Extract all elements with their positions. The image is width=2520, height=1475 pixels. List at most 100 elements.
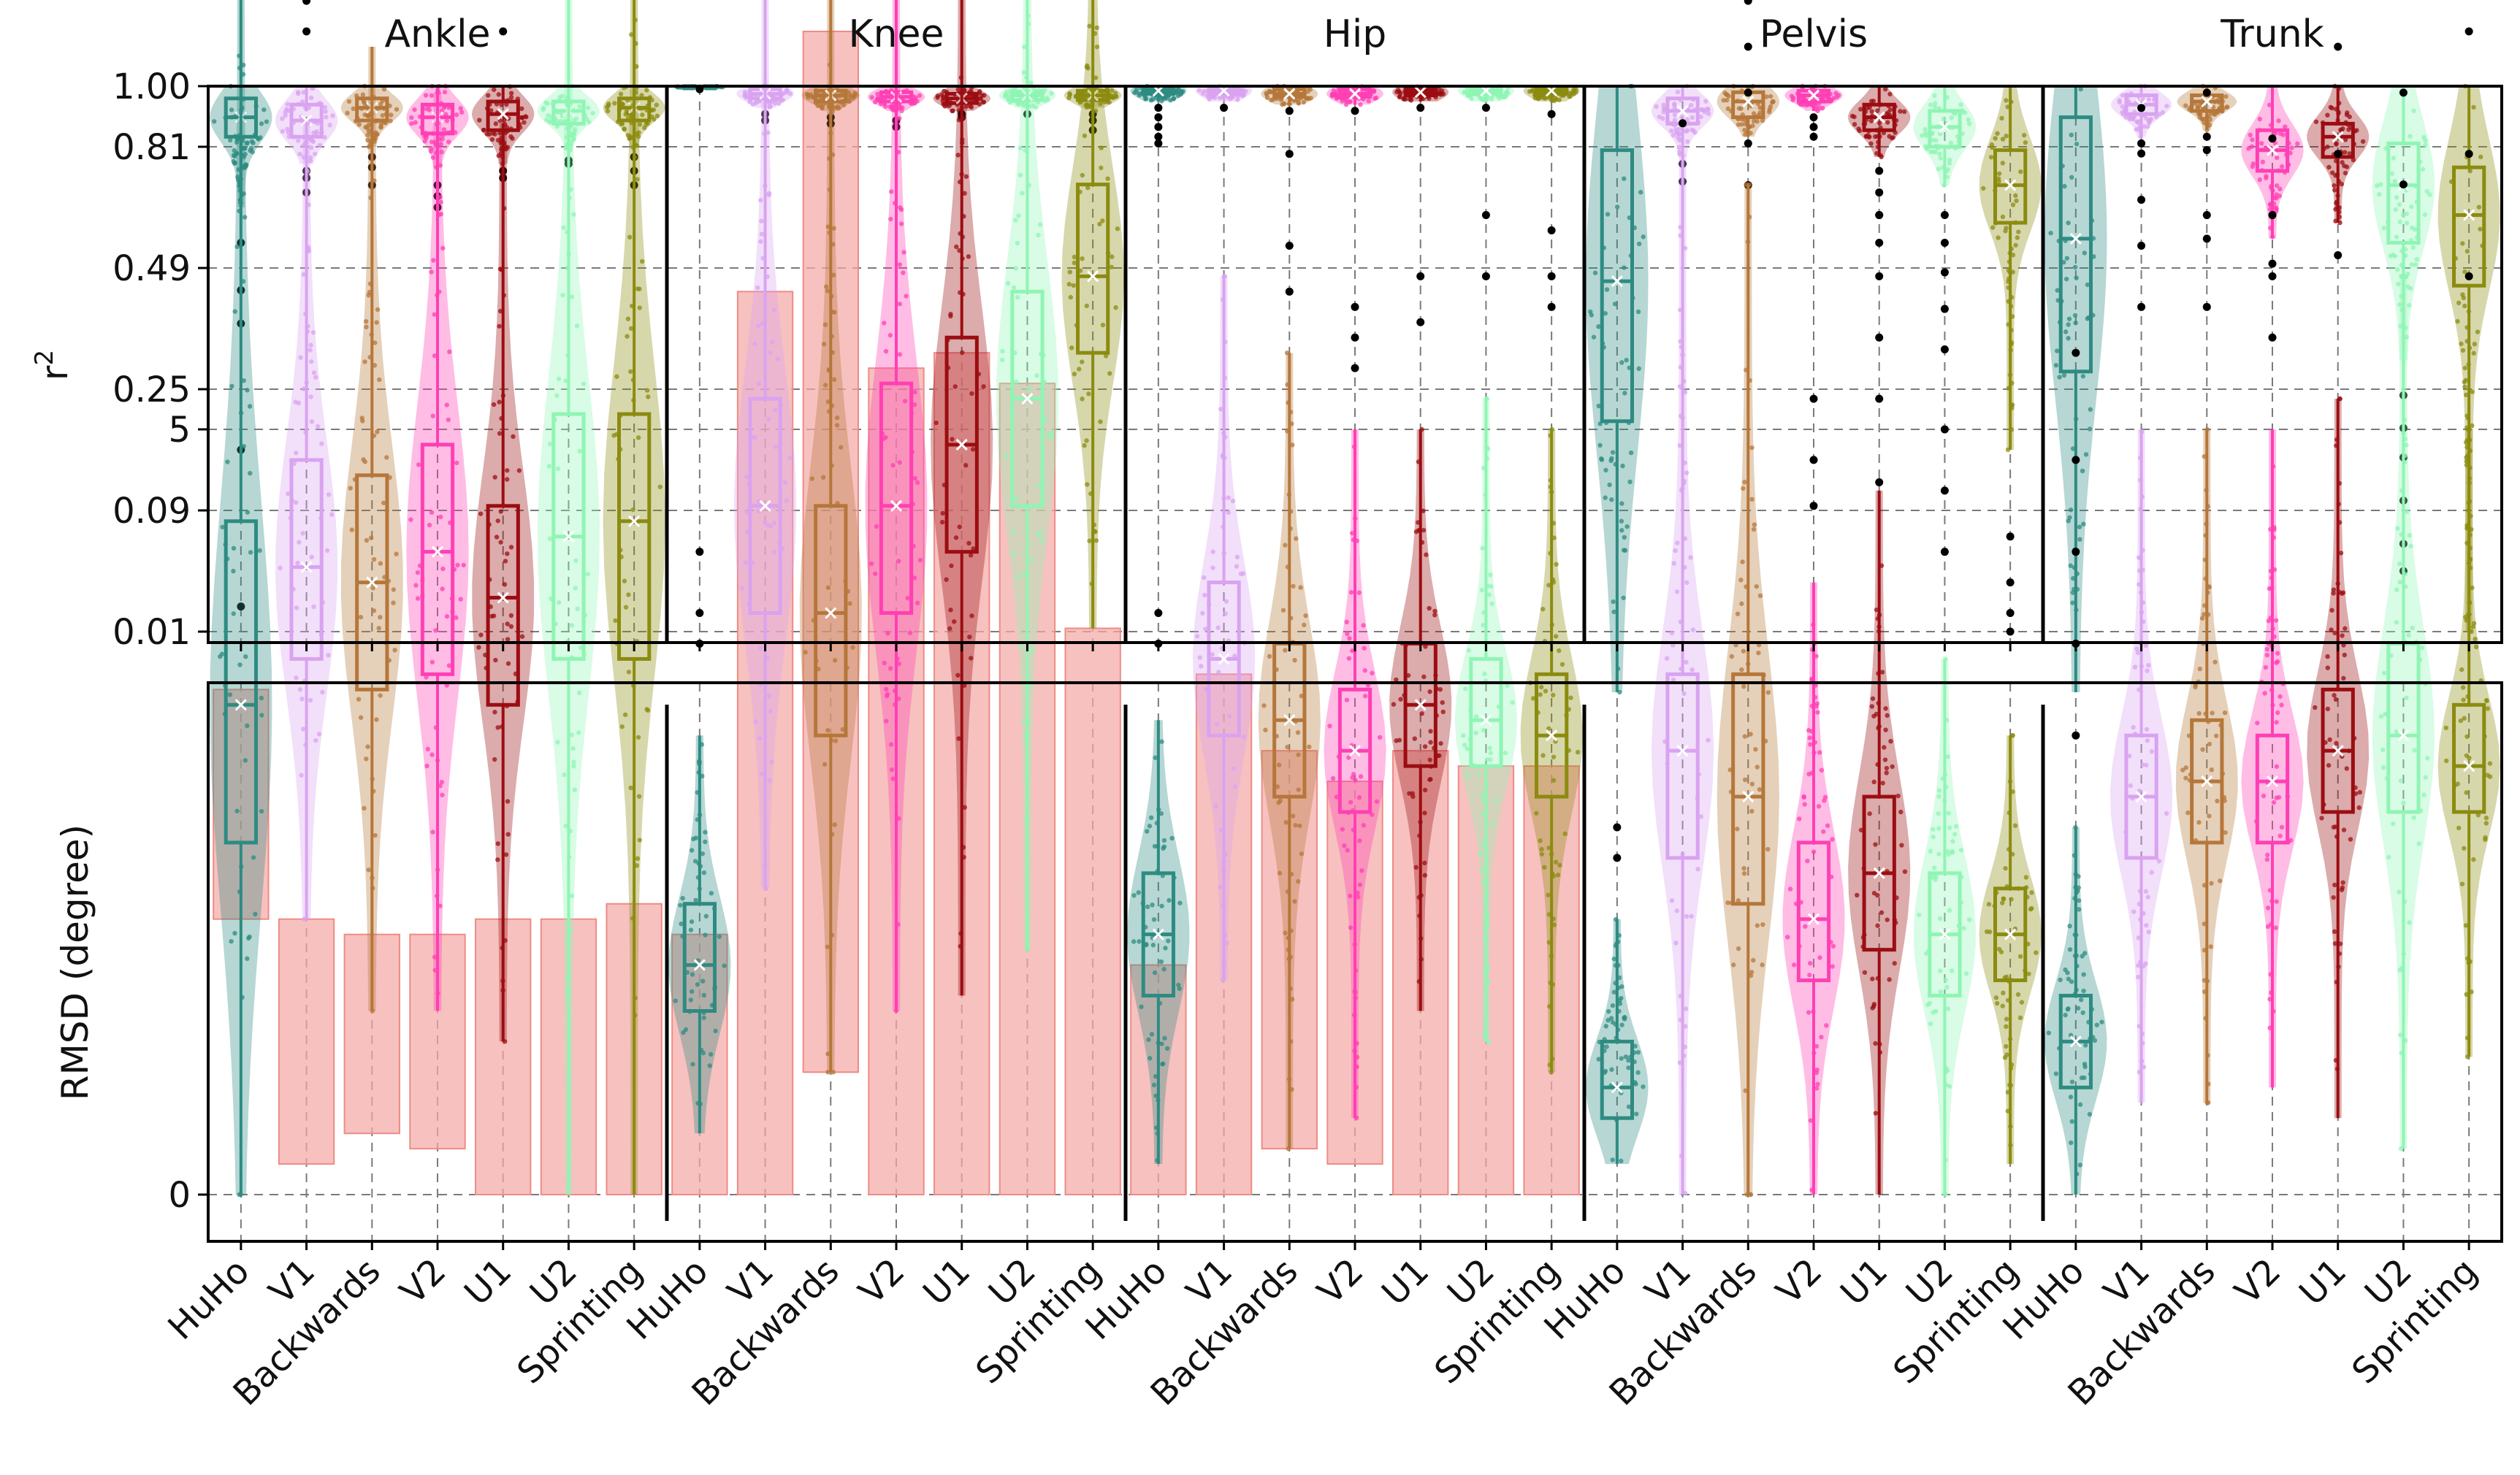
data-point bbox=[635, 735, 641, 740]
data-point bbox=[1573, 87, 1578, 92]
iqr-box bbox=[420, 442, 455, 676]
data-point bbox=[1769, 100, 1775, 105]
data-point bbox=[1937, 151, 1942, 156]
data-point bbox=[364, 756, 369, 762]
data-point bbox=[505, 799, 511, 804]
data-point bbox=[1622, 548, 1628, 553]
data-point bbox=[1873, 1041, 1878, 1046]
data-point bbox=[555, 466, 561, 472]
data-point bbox=[1356, 894, 1361, 900]
data-point bbox=[2329, 608, 2334, 613]
outlier-point bbox=[695, 548, 704, 556]
data-point bbox=[1463, 686, 1468, 691]
data-point bbox=[2483, 837, 2488, 843]
data-point bbox=[1895, 793, 1901, 799]
data-point bbox=[882, 321, 887, 326]
data-point bbox=[2476, 204, 2482, 210]
data-point bbox=[1671, 133, 1676, 138]
data-point bbox=[1938, 156, 1944, 161]
data-point bbox=[574, 323, 580, 329]
data-point bbox=[831, 272, 836, 277]
data-point bbox=[1674, 589, 1680, 594]
data-point bbox=[1947, 157, 1952, 163]
data-point bbox=[752, 341, 757, 347]
data-point bbox=[228, 137, 233, 143]
data-point bbox=[897, 352, 902, 357]
data-point bbox=[1673, 127, 1679, 132]
data-point bbox=[1936, 166, 1941, 172]
data-point bbox=[1855, 892, 1860, 898]
outlier-point bbox=[1285, 150, 1294, 158]
data-point bbox=[1427, 777, 1432, 782]
data-point bbox=[695, 982, 700, 987]
data-point bbox=[1936, 788, 1942, 793]
outlier-point bbox=[695, 609, 704, 618]
data-point bbox=[1197, 655, 1202, 660]
data-point bbox=[2386, 854, 2391, 860]
data-point bbox=[1928, 102, 1933, 107]
outlier-point bbox=[2334, 42, 2343, 51]
data-point bbox=[2003, 229, 2008, 234]
data-point bbox=[1936, 811, 1941, 816]
data-point bbox=[2136, 963, 2141, 968]
data-point bbox=[912, 402, 917, 407]
data-point bbox=[1739, 667, 1744, 673]
data-point bbox=[308, 342, 313, 348]
data-point bbox=[2082, 951, 2088, 956]
data-point bbox=[1359, 868, 1364, 873]
data-point bbox=[454, 460, 459, 466]
data-point bbox=[1740, 559, 1745, 564]
data-point bbox=[1552, 96, 1558, 101]
data-point bbox=[1609, 456, 1614, 461]
outlier-point bbox=[2268, 333, 2277, 342]
data-point bbox=[1883, 706, 1888, 711]
data-point bbox=[825, 585, 831, 591]
data-point bbox=[1757, 105, 1763, 110]
data-point bbox=[701, 1015, 706, 1021]
outlier-point bbox=[499, 27, 508, 36]
data-point bbox=[1148, 1056, 1153, 1061]
data-point bbox=[1806, 1010, 1811, 1015]
data-point bbox=[628, 326, 634, 332]
data-point bbox=[2023, 140, 2028, 145]
data-point bbox=[569, 623, 574, 628]
data-point bbox=[1681, 691, 1687, 697]
data-point bbox=[2394, 729, 2399, 735]
data-point bbox=[2087, 426, 2093, 432]
data-point bbox=[377, 377, 382, 383]
data-point bbox=[1833, 91, 1839, 96]
data-point bbox=[772, 549, 777, 555]
outlier-point bbox=[2464, 27, 2473, 36]
data-point bbox=[1278, 798, 1283, 803]
data-point bbox=[1963, 971, 1969, 976]
data-point bbox=[847, 601, 852, 606]
data-point bbox=[1870, 696, 1876, 701]
outlier-point bbox=[1744, 88, 1752, 97]
data-point bbox=[1947, 161, 1952, 166]
outlier-point bbox=[2464, 272, 2473, 280]
data-point bbox=[1571, 91, 1576, 96]
data-point bbox=[1996, 171, 2002, 176]
data-point bbox=[2343, 170, 2348, 176]
data-point bbox=[1604, 1044, 1609, 1049]
data-point bbox=[1436, 86, 1442, 91]
data-point bbox=[2389, 171, 2395, 176]
data-point bbox=[280, 129, 286, 134]
data-point bbox=[2000, 214, 2006, 220]
data-point bbox=[2455, 318, 2460, 324]
data-point bbox=[502, 118, 507, 123]
data-point bbox=[554, 393, 560, 398]
data-point bbox=[1015, 294, 1020, 300]
data-point bbox=[247, 404, 253, 409]
data-point bbox=[2419, 645, 2425, 651]
data-point bbox=[1624, 524, 1630, 529]
data-point bbox=[1398, 697, 1403, 702]
data-point bbox=[1683, 1006, 1689, 1011]
data-point bbox=[1545, 95, 1550, 100]
data-point bbox=[424, 135, 429, 141]
data-point bbox=[1882, 757, 1888, 762]
data-point bbox=[1164, 1046, 1170, 1051]
data-point bbox=[905, 596, 910, 601]
data-point bbox=[560, 292, 565, 298]
data-point bbox=[912, 389, 917, 395]
